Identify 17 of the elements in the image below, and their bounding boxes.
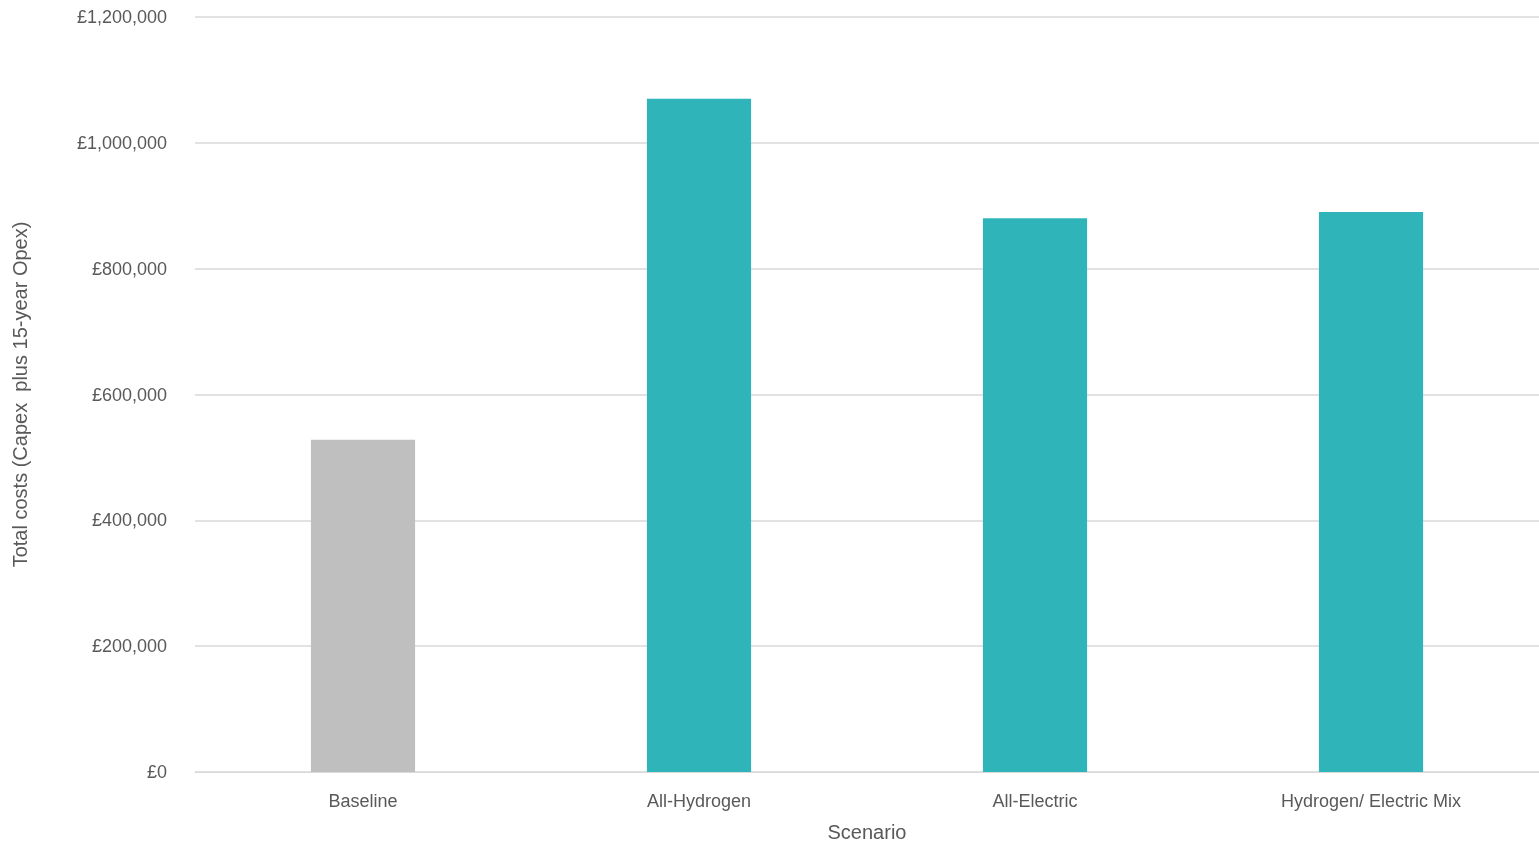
y-tick-label: £600,000 [91, 384, 167, 405]
y-tick-label: £800,000 [91, 258, 167, 279]
x-tick-label: All-Electric [992, 791, 1078, 811]
bar [982, 218, 1088, 772]
y-tick-label: £0 [146, 762, 167, 782]
y-axis-title: Total costs (Capex plus 15-year Opex) [9, 221, 31, 568]
y-tick-label: £1,200,000 [76, 7, 167, 27]
x-tick-label: Hydrogen/ Electric Mix [1280, 791, 1462, 811]
x-tick-label: All-Hydrogen [646, 791, 752, 811]
x-tick-label: Baseline [328, 791, 398, 811]
y-tick-label: £200,000 [91, 636, 167, 657]
bar [1318, 212, 1424, 772]
bar [310, 439, 416, 772]
x-axis-title: Scenario [827, 821, 907, 843]
y-tick-label: £400,000 [91, 510, 167, 531]
bar [646, 98, 752, 772]
y-tick-label: £1,000,000 [76, 132, 167, 153]
